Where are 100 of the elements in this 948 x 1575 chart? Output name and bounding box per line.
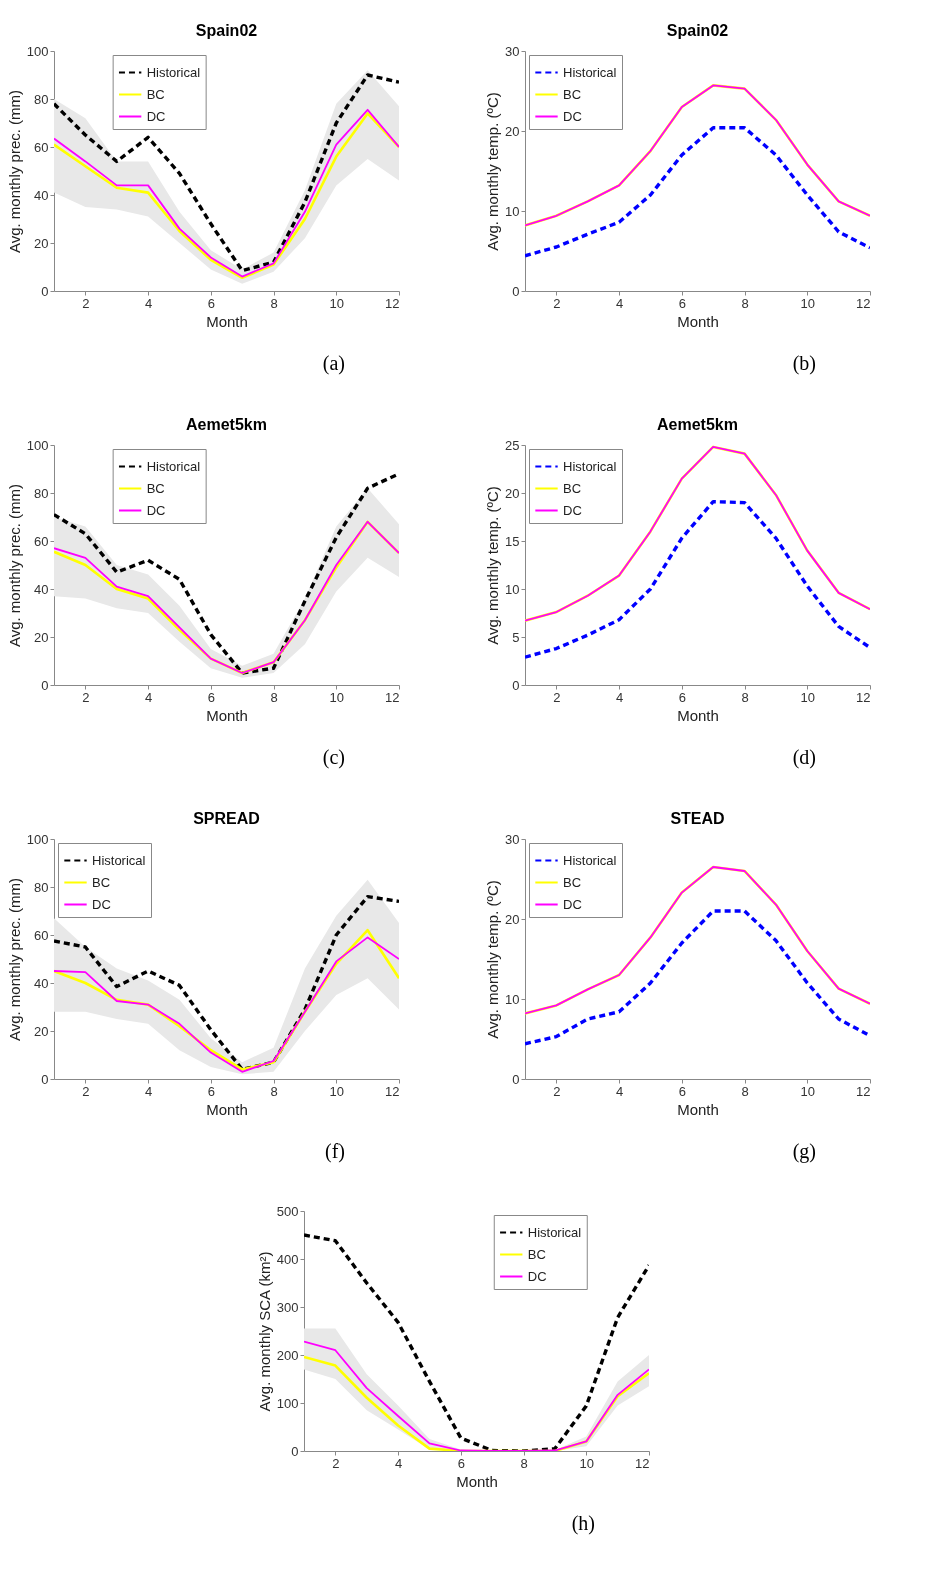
y-tick-label: 0 <box>512 283 520 299</box>
y-tick-label: 30 <box>505 43 520 59</box>
y-tick-label: 0 <box>512 677 520 693</box>
x-tick-label: 2 <box>553 689 561 705</box>
y-tick-label: 5 <box>512 629 520 645</box>
chart-title: Aemet5km <box>186 416 267 433</box>
y-tick-label: 0 <box>41 677 49 693</box>
y-tick-label: 0 <box>291 1443 299 1459</box>
y-tick-label: 20 <box>34 629 49 645</box>
chart-title: Spain02 <box>195 22 258 39</box>
legend-label: DC <box>146 108 166 124</box>
x-tick-label: 8 <box>270 1083 278 1099</box>
y-tick-label: 100 <box>26 437 49 453</box>
text: (a) <box>321 352 346 375</box>
legend-label: BC <box>527 1246 546 1262</box>
y-axis-title: Avg. monthly temp. (ºC) <box>484 92 502 251</box>
legend-label: BC <box>146 480 165 496</box>
legend-label: DC <box>563 108 582 124</box>
x-axis-title: Month <box>206 312 248 330</box>
legend-label: DC <box>563 896 582 912</box>
x-tick-label: 2 <box>82 689 90 705</box>
y-tick-label: 25 <box>505 437 520 453</box>
y-tick-label: 10 <box>505 581 520 597</box>
x-tick-label: 4 <box>615 295 624 311</box>
chart-title: SPREAD <box>193 810 260 827</box>
x-tick-label: 6 <box>678 689 686 705</box>
legend-label: Historical <box>563 64 617 80</box>
y-tick-label: 20 <box>34 1023 49 1039</box>
legend-label: DC <box>563 502 582 518</box>
text: (b) <box>791 352 817 375</box>
chart-title: Spain02 <box>666 22 729 39</box>
y-tick-label: 80 <box>34 91 49 107</box>
y-tick-label: 100 <box>26 831 49 847</box>
chart-title: Aemet5km <box>657 416 738 433</box>
legend-label: DC <box>92 896 111 912</box>
y-tick-label: 20 <box>505 123 520 139</box>
text: (c) <box>321 746 346 769</box>
y-axis-title: Avg. monthly temp. (ºC) <box>484 880 502 1039</box>
x-tick-label: 6 <box>207 1083 215 1099</box>
x-tick-label: 6 <box>678 295 686 311</box>
y-tick-label: 20 <box>505 485 520 501</box>
y-tick-label: 0 <box>41 283 49 299</box>
legend-label: BC <box>563 86 582 102</box>
x-tick-label: 6 <box>207 295 215 311</box>
legend-label: DC <box>146 502 166 518</box>
x-axis-title: Month <box>456 1472 498 1490</box>
x-tick-label: 10 <box>329 689 345 705</box>
y-tick-label: 100 <box>26 43 49 59</box>
x-tick-label: 4 <box>144 295 153 311</box>
y-tick-label: 20 <box>505 911 520 927</box>
x-tick-label: 8 <box>741 295 749 311</box>
x-tick-label: 8 <box>270 689 278 705</box>
y-tick-label: 30 <box>505 831 520 847</box>
y-tick-label: 100 <box>276 1395 299 1411</box>
x-tick-label: 2 <box>82 1083 90 1099</box>
y-tick-label: 0 <box>41 1071 49 1087</box>
x-tick-label: 4 <box>394 1455 403 1471</box>
x-tick-label: 8 <box>741 1083 749 1099</box>
x-tick-label: 12 <box>856 689 871 705</box>
x-tick-label: 8 <box>520 1455 528 1471</box>
x-tick-label: 12 <box>385 689 400 705</box>
x-tick-label: 10 <box>800 689 816 705</box>
y-axis-title: Avg. monthly prec. (mm) <box>5 483 23 648</box>
chart-title: STEAD <box>670 810 725 827</box>
legend-label: BC <box>563 480 582 496</box>
legend-label: BC <box>146 86 165 102</box>
y-tick-label: 500 <box>276 1203 299 1219</box>
y-tick-label: 80 <box>34 879 49 895</box>
legend-label: Historical <box>146 64 201 80</box>
y-tick-label: 60 <box>34 533 49 549</box>
y-tick-label: 40 <box>34 187 49 203</box>
legend-label: Historical <box>563 458 617 474</box>
x-tick-label: 2 <box>82 295 90 311</box>
text: (h) <box>570 1512 596 1535</box>
y-tick-label: 200 <box>276 1347 299 1363</box>
x-tick-label: 12 <box>635 1455 650 1471</box>
legend-label: DC <box>527 1268 547 1284</box>
x-axis-title: Month <box>206 1100 248 1118</box>
y-axis-title: Avg. monthly SCA (km²) <box>255 1251 273 1412</box>
y-tick-label: 40 <box>34 975 49 991</box>
y-tick-label: 10 <box>505 991 520 1007</box>
x-tick-label: 6 <box>457 1455 465 1471</box>
x-tick-label: 4 <box>615 1083 624 1099</box>
x-tick-label: 4 <box>144 689 153 705</box>
x-tick-label: 10 <box>800 295 816 311</box>
y-axis-title: Avg. monthly prec. (mm) <box>5 877 23 1042</box>
x-tick-label: 12 <box>856 295 871 311</box>
y-tick-label: 400 <box>276 1251 299 1267</box>
x-tick-label: 10 <box>579 1455 595 1471</box>
x-axis-title: Month <box>677 706 719 724</box>
y-tick-label: 15 <box>505 533 520 549</box>
x-axis-title: Month <box>206 706 248 724</box>
x-tick-label: 8 <box>741 689 749 705</box>
x-tick-label: 6 <box>678 1083 686 1099</box>
legend-label: Historical <box>146 458 201 474</box>
text: (d) <box>791 746 817 769</box>
y-tick-label: 10 <box>505 203 520 219</box>
y-tick-label: 60 <box>34 139 49 155</box>
x-tick-label: 10 <box>329 1083 345 1099</box>
y-tick-label: 40 <box>34 581 49 597</box>
